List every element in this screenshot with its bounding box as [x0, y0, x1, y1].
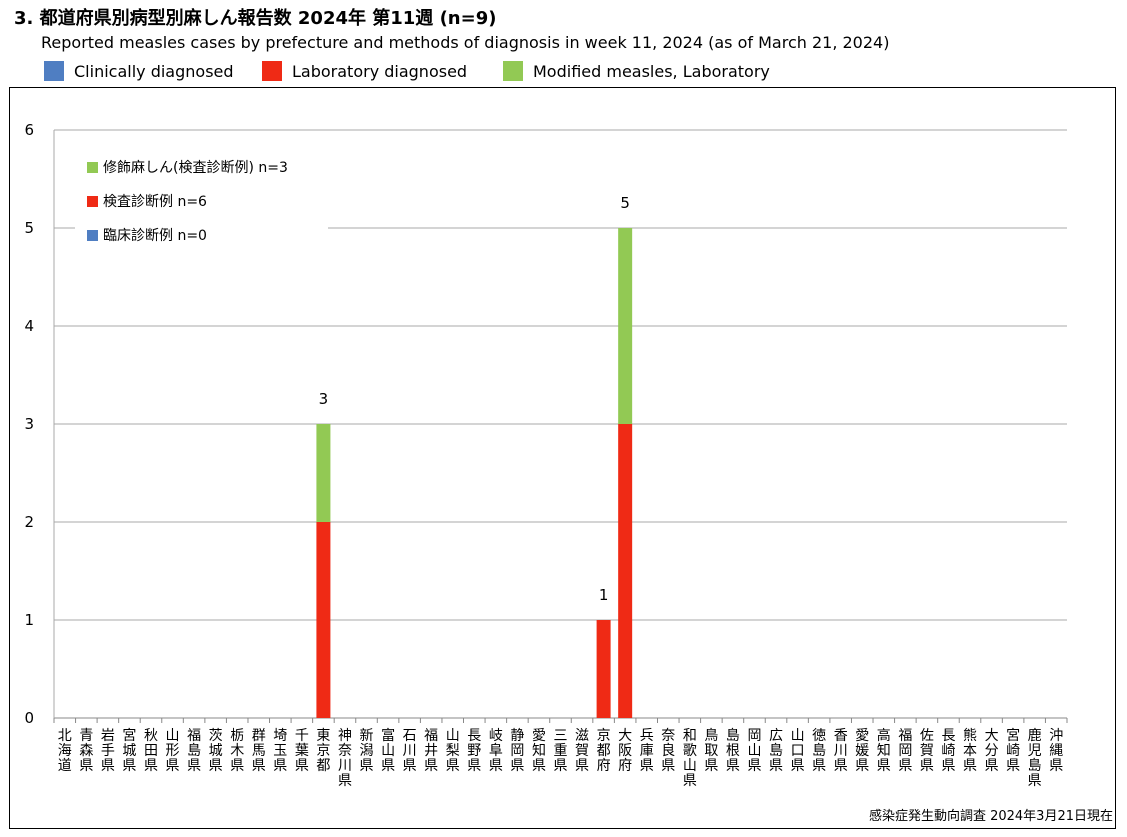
inner-legend-swatch-0: [87, 230, 98, 241]
x-tick-label-新潟県: 新潟県: [360, 728, 374, 774]
x-tick-label-山口県: 山口県: [791, 728, 805, 774]
x-tick-label-愛媛県: 愛媛県: [855, 728, 869, 774]
x-tick-label-長崎県: 長崎県: [941, 728, 955, 774]
x-tick-label-鹿児島県: 鹿児島県: [1028, 727, 1042, 789]
top-legend-label-laboratory: Laboratory diagnosed: [292, 61, 468, 81]
bar-大阪府-s2: [618, 228, 633, 424]
x-tick-label-愛知県: 愛知県: [532, 728, 546, 774]
top-legend-item-modified: Modified measles, Laboratory: [503, 61, 770, 81]
data-label-京都府: 1: [599, 586, 609, 604]
x-tick-label-青森県: 青森県: [79, 728, 93, 774]
bar-京都府-s1: [596, 620, 611, 718]
x-tick-label-静岡県: 静岡県: [510, 728, 524, 774]
x-tick-label-宮崎県: 宮崎県: [1006, 728, 1020, 774]
y-tick-label-4: 4: [24, 317, 34, 335]
inner-legend-swatch-1: [87, 196, 98, 207]
inner-legend-label-0: 臨床診断例 n=0: [103, 228, 207, 244]
top-legend-swatch-modified: [503, 61, 523, 81]
x-tick-label-北海道: 北海道: [58, 728, 72, 774]
x-tick-label-徳島県: 徳島県: [812, 728, 826, 774]
x-tick-label-長野県: 長野県: [467, 728, 481, 774]
top-legend-item-laboratory: Laboratory diagnosed: [262, 61, 467, 81]
bar-東京都-s1: [316, 522, 331, 718]
x-tick-label-神奈川県: 神奈川県: [338, 728, 352, 789]
x-tick-label-埼玉県: 埼玉県: [273, 728, 287, 774]
chart-frame: 0 1 2 3 4 5 6 北海道 青森県 岩手県 宮城県 秋田県 山形県 福島県 茨城県 栃木県 群馬県 埼玉県…: [9, 87, 1116, 829]
x-tick-label-香川県: 香川県: [834, 728, 848, 774]
x-tick-label-福島県: 福島県: [187, 728, 201, 774]
top-legend-swatch-clinical: [44, 61, 64, 81]
x-tick-label-大阪府: 大阪府: [618, 728, 632, 774]
x-tick-label-沖縄県: 沖縄県: [1049, 728, 1063, 774]
y-tick-label-2: 2: [24, 513, 34, 531]
x-tick-label-佐賀県: 佐賀県: [920, 728, 934, 774]
x-tick-label-山形県: 山形県: [166, 728, 180, 774]
inner-legend-label-2: 修飾麻しん(検査診断例) n=3: [103, 160, 288, 176]
inner-legend-swatch-2: [87, 162, 98, 173]
footnote: 感染症発生動向調査 2024年3月21日現在: [868, 809, 1113, 824]
x-tick-label-滋賀県: 滋賀県: [575, 728, 589, 774]
y-tick-label-5: 5: [24, 219, 34, 237]
chart-title: 3. 都道府県別病型別麻しん報告数 2024年 第11週 (n=9): [14, 8, 497, 29]
top-legend-item-clinical: Clinically diagnosed: [44, 61, 234, 81]
bar-chart: 0 1 2 3 4 5 6 北海道青森県岩手県宮城県秋田県山形県福島県茨城県栃木県群馬県埼玉県…: [24, 121, 1068, 789]
x-tick-label-富山県: 富山県: [381, 727, 395, 774]
top-legend-label-clinical: Clinically diagnosed: [74, 61, 234, 81]
x-tick-label-島根県: 島根県: [726, 728, 740, 774]
x-tick-label-岐阜県: 岐阜県: [489, 728, 503, 774]
inner-legend-box: [75, 151, 328, 251]
y-tick-label-1: 1: [24, 611, 34, 629]
x-tick-label-大分県: 大分県: [985, 728, 999, 774]
x-tick-label-福岡県: 福岡県: [898, 728, 912, 774]
x-tick-label-岡山県: 岡山県: [747, 728, 761, 774]
y-tick-label-6: 6: [24, 121, 34, 139]
x-tick-label-石川県: 石川県: [403, 728, 417, 774]
x-tick-label-群馬県: 群馬県: [252, 728, 266, 774]
x-tick-label-鳥取県: 鳥取県: [704, 728, 718, 774]
bar-大阪府-s1: [618, 424, 633, 718]
inner-legend-label-1: 検査診断例 n=6: [103, 194, 207, 210]
x-tick-label-三重県: 三重県: [554, 728, 568, 774]
x-tick-label-岩手県: 岩手県: [101, 728, 115, 774]
x-tick-label-広島県: 広島県: [769, 728, 783, 774]
data-label-大阪府: 5: [620, 194, 630, 212]
x-tick-label-千葉県: 千葉県: [295, 728, 309, 774]
x-tick-label-茨城県: 茨城県: [209, 728, 223, 774]
x-tick-label-高知県: 高知県: [877, 727, 891, 774]
y-tick-label-3: 3: [24, 415, 34, 433]
x-tick-label-東京都: 東京都: [316, 728, 330, 774]
x-tick-label-福井県: 福井県: [424, 728, 438, 774]
chart-subtitle: Reported measles cases by prefecture and…: [41, 33, 890, 52]
x-tick-label-京都府: 京都府: [597, 728, 611, 774]
x-tick-label-宮城県: 宮城県: [122, 728, 136, 774]
x-tick-label-和歌山県: 和歌山県: [683, 728, 697, 789]
x-tick-label-兵庫県: 兵庫県: [640, 728, 654, 774]
top-legend-label-modified: Modified measles, Laboratory: [533, 61, 770, 81]
x-tick-label-秋田県: 秋田県: [144, 728, 158, 774]
x-tick-label-栃木県: 栃木県: [230, 728, 244, 774]
x-tick-label-山梨県: 山梨県: [446, 728, 460, 774]
x-tick-label-奈良県: 奈良県: [661, 728, 675, 774]
bar-東京都-s2: [316, 424, 331, 522]
x-tick-label-熊本県: 熊本県: [963, 728, 977, 774]
data-label-東京都: 3: [319, 390, 329, 408]
top-legend-swatch-laboratory: [262, 61, 282, 81]
y-tick-label-0: 0: [24, 709, 34, 727]
